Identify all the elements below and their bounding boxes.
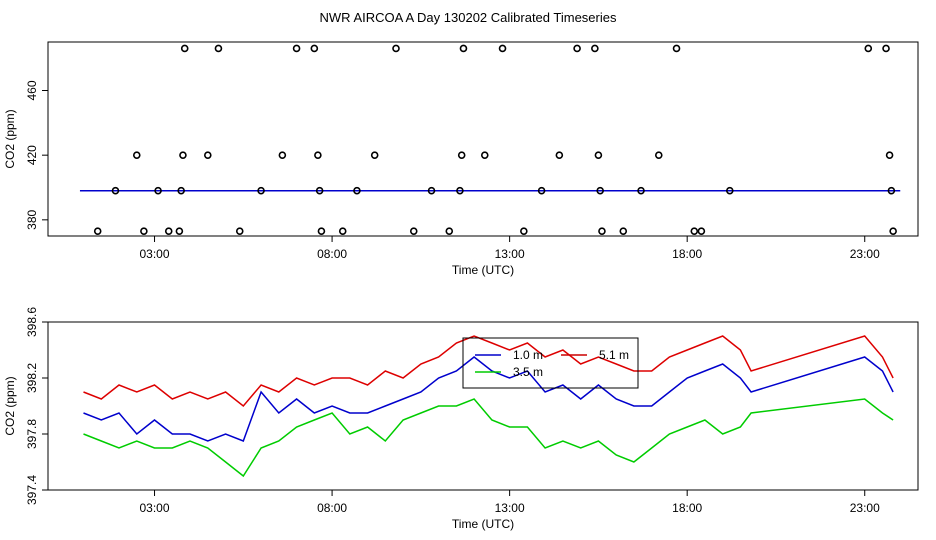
- panel1-data-point: [409, 227, 418, 235]
- panel1-data-point: [177, 186, 185, 195]
- panel2-legend-label: 1.0 m: [513, 348, 543, 362]
- panel1-data-point: [672, 44, 681, 53]
- panel1-data-point: [457, 151, 466, 159]
- panel1-data-point: [537, 186, 546, 195]
- panel1-data-point: [591, 44, 599, 53]
- panel1-data-point: [887, 186, 896, 195]
- panel2-y-tick-label: 397.8: [25, 419, 39, 449]
- panel2-legend-label: 3.5 m: [513, 365, 543, 379]
- panel1-x-axis-label: Time (UTC): [452, 263, 514, 277]
- panel1-data-point: [370, 151, 379, 159]
- panel2-x-tick-label: 23:00: [850, 501, 880, 515]
- panel1-data-point: [885, 151, 894, 159]
- panel1-data-point: [175, 227, 184, 235]
- panel1-data-point: [480, 151, 489, 159]
- panel1-data-point: [278, 151, 287, 159]
- panel1-data-point: [353, 186, 361, 195]
- panel1-data-point: [594, 151, 603, 159]
- panel1-data-point: [392, 44, 400, 53]
- panel1-data-point: [619, 227, 628, 235]
- panel2-x-tick-label: 03:00: [140, 501, 170, 515]
- panel2-x-tick-label: 18:00: [672, 501, 702, 515]
- panel1-data-point: [310, 44, 319, 53]
- panel1-data-point: [154, 186, 162, 195]
- panel1-data-point: [132, 151, 141, 159]
- panel1-data-point: [427, 186, 436, 195]
- panel1-data-point: [235, 227, 244, 235]
- panel1-data-point: [725, 186, 734, 195]
- panel1-x-tick-label: 08:00: [317, 247, 347, 261]
- panel1-data-point: [882, 44, 890, 53]
- panel1-data-point: [637, 186, 645, 195]
- panel1-data-point: [498, 44, 507, 53]
- panel1-data-point: [520, 227, 528, 235]
- panel1-data-point: [697, 227, 706, 235]
- panel1-y-tick-label: 460: [25, 80, 39, 100]
- panel2-plot-frame: [47, 321, 919, 491]
- panel2-series-line-3-5-m: [83, 398, 894, 478]
- panel1-data-point: [573, 44, 581, 53]
- panel2-series-line-5-1-m: [83, 335, 894, 408]
- panel1-data-point: [459, 44, 468, 53]
- panel2-x-tick-label: 13:00: [495, 501, 525, 515]
- panel2-x-axis-label: Time (UTC): [452, 517, 514, 531]
- panel1-data-point: [654, 151, 663, 159]
- panel1-data-point: [257, 186, 265, 195]
- panel1-y-axis-label: CO2 (ppm): [3, 109, 17, 168]
- panel1-x-tick-label: 03:00: [140, 247, 170, 261]
- panel1-data-point: [214, 44, 223, 53]
- panel2-y-tick-label: 398.6: [25, 307, 39, 337]
- panel1-data-point: [596, 186, 604, 195]
- panel2-series-line-1-0-m: [83, 356, 894, 442]
- panel1-data-point: [203, 151, 212, 159]
- panel1-data-point: [445, 227, 454, 235]
- panel1-y-tick-label: 380: [25, 210, 39, 230]
- panel2-legend-label: 5.1 m: [599, 348, 629, 362]
- panel1-data-point: [164, 227, 173, 235]
- panel1-data-point: [315, 186, 324, 195]
- panel2-x-tick-label: 08:00: [317, 501, 347, 515]
- panel1-y-tick-label: 420: [25, 145, 39, 165]
- panel1-x-tick-label: 13:00: [495, 247, 525, 261]
- panel1-data-point: [140, 227, 148, 235]
- panel2-y-axis-label: CO2 (ppm): [3, 376, 17, 435]
- panel2-legend-box: [462, 337, 639, 389]
- panel1-data-point: [180, 44, 189, 53]
- panel1-data-point: [555, 151, 564, 159]
- panel1-data-point: [317, 227, 326, 235]
- chart-title: NWR AIRCOA A Day 130202 Calibrated Times…: [319, 10, 617, 25]
- panel2-y-tick-label: 397.4: [25, 475, 39, 505]
- panel1-data-point: [598, 227, 606, 235]
- panel1-data-point: [111, 186, 120, 195]
- panel2-y-tick-label: 398.2: [25, 363, 39, 393]
- panel1-data-point: [314, 151, 322, 159]
- panel1-data-point: [93, 227, 102, 235]
- panel1-data-point: [690, 227, 699, 235]
- panel1-x-tick-label: 23:00: [850, 247, 880, 261]
- panel1-data-point: [456, 186, 464, 195]
- panel1-data-point: [889, 227, 897, 235]
- panel1-data-point: [864, 44, 873, 53]
- panel1-plot-frame: [47, 41, 919, 237]
- panel1-data-point: [179, 151, 187, 159]
- panel1-data-point: [338, 227, 347, 235]
- panel1-data-point: [292, 44, 301, 53]
- panel1-x-tick-label: 18:00: [672, 247, 702, 261]
